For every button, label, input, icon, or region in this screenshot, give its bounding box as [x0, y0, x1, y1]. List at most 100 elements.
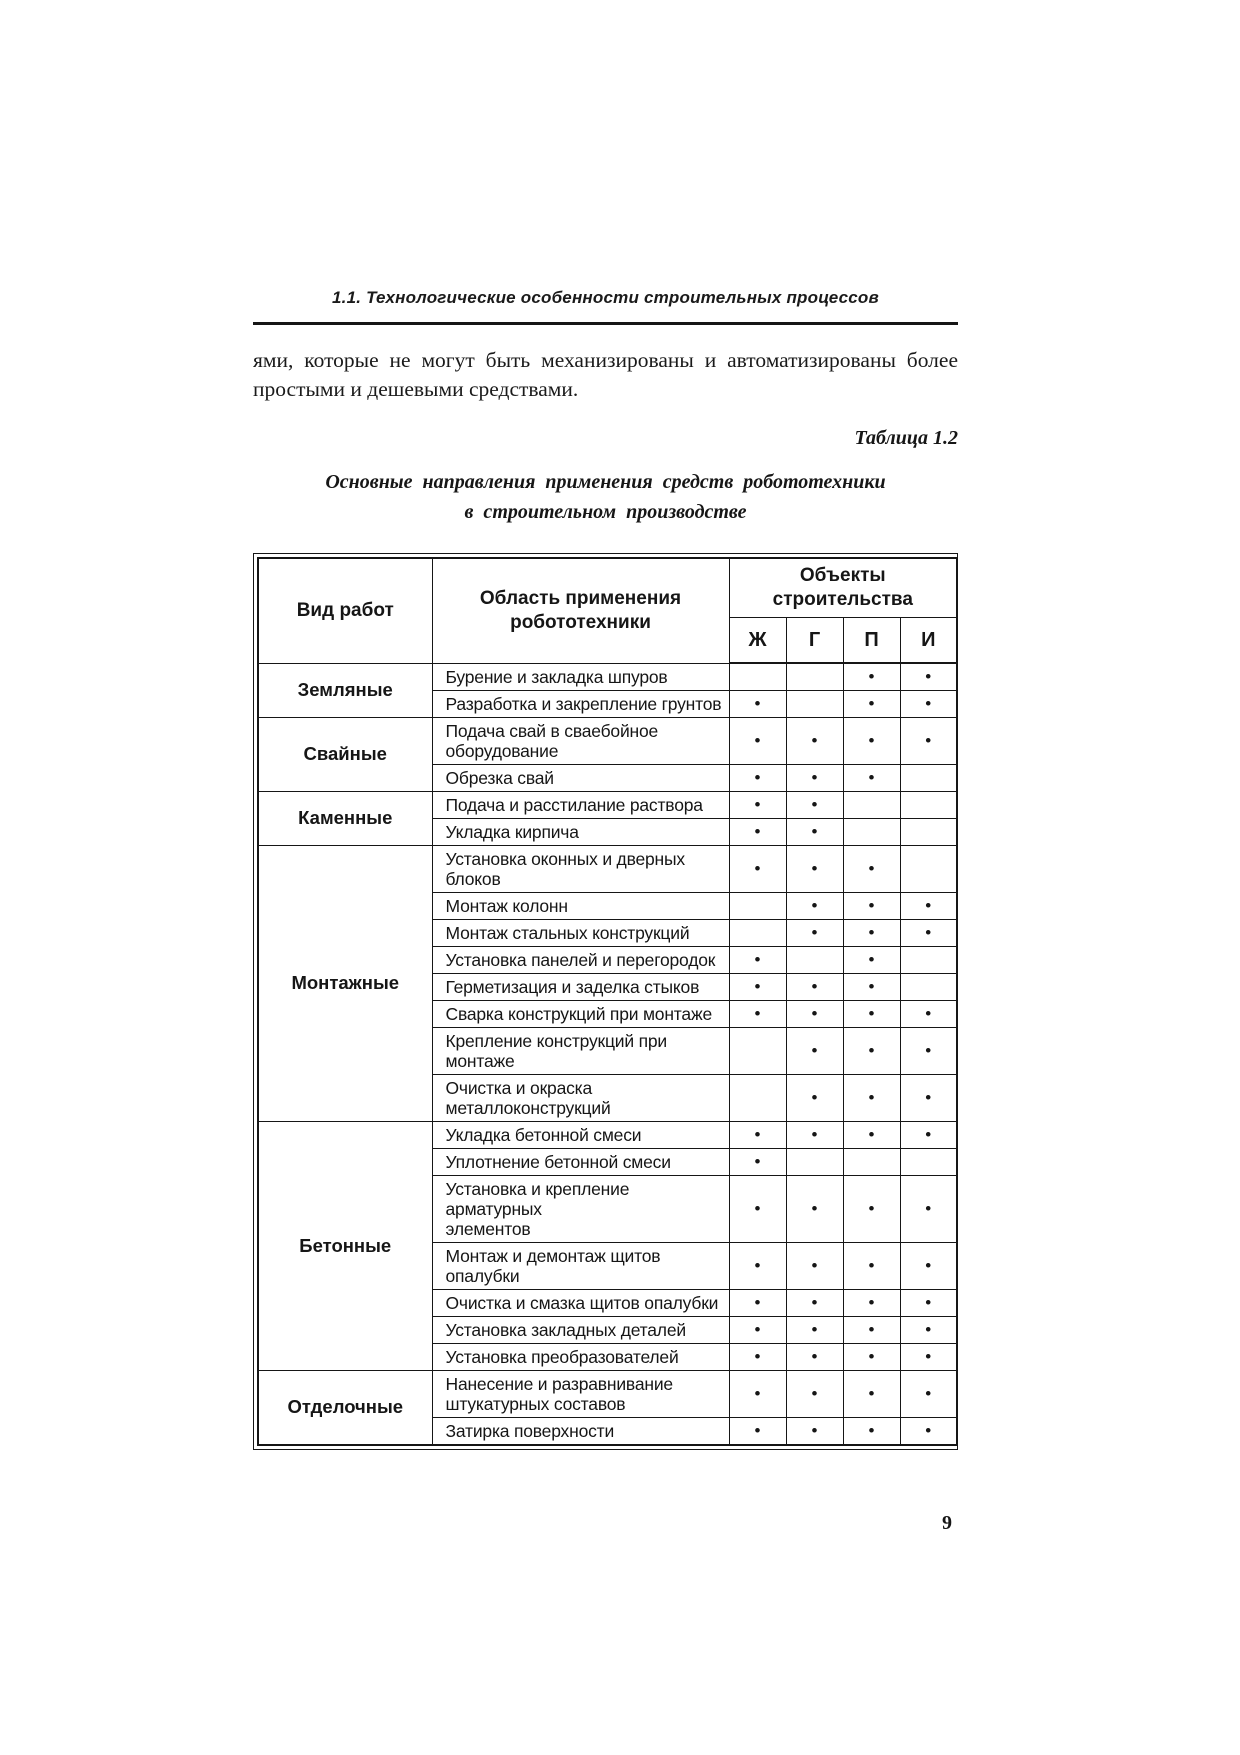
- mark-cell-Ж: [728, 1073, 787, 1122]
- mark-cell-П: •: [842, 1174, 901, 1243]
- application-area-cell: Укладка кирпича: [431, 817, 730, 846]
- mark-cell-Ж: •: [728, 1120, 787, 1149]
- mark-cell-И: •: [899, 1241, 958, 1290]
- mark-cell-П: •: [842, 1288, 901, 1317]
- mark-cell-Г: •: [785, 1241, 844, 1290]
- mark-cell-И: •: [899, 1369, 958, 1418]
- mark-cell-И: [899, 945, 958, 974]
- work-type-cell: Бетонные: [257, 1120, 433, 1371]
- mark-cell-П: •: [842, 999, 901, 1028]
- mark-cell-Ж: [728, 1026, 787, 1075]
- mark-cell-Г: •: [785, 716, 844, 765]
- mark-cell-Ж: [728, 662, 787, 691]
- mark-cell-И: •: [899, 662, 958, 691]
- object-subheader-row: Ж Г П И: [258, 617, 958, 664]
- mark-cell-И: •: [899, 1026, 958, 1075]
- mark-cell-И: •: [899, 1315, 958, 1344]
- mark-cell-П: •: [842, 918, 901, 947]
- mark-cell-П: •: [842, 716, 901, 765]
- application-area-cell: Установка панелей и перегородок: [431, 945, 730, 974]
- table-row: Монтажные Установка оконных и дверных бло…: [257, 844, 958, 1122]
- col-header-objects-group: Объекты строительства: [728, 557, 958, 618]
- mark-cell-П: •: [842, 763, 901, 792]
- mark-cell-П: •: [842, 891, 901, 920]
- work-type-cell: Отделочные: [257, 1369, 433, 1445]
- table-row: Установка преобразователей • • • •: [258, 1342, 958, 1371]
- mark-cell-Г: •: [785, 1342, 844, 1371]
- mark-cell-П: •: [842, 1342, 901, 1371]
- table-row: Свайные Подача свай в сваебойное оборудов…: [257, 716, 958, 792]
- mark-cell-Ж: •: [728, 689, 787, 718]
- application-area-cell: Подача и расстилание раствора: [431, 790, 730, 819]
- mark-cell-Г: •: [785, 972, 844, 1001]
- mark-cell-И: •: [899, 689, 958, 718]
- mark-cell-Г: •: [785, 891, 844, 920]
- mark-cell-И: [899, 1147, 958, 1176]
- mark-cell-И: •: [899, 1174, 958, 1243]
- application-area-cell: Очистка и смазка щитов опалубки: [431, 1288, 730, 1317]
- table-row: Бетонные Укладка бетонной смеси • • • •: [257, 1120, 958, 1371]
- mark-cell-И: •: [899, 918, 958, 947]
- mark-cell-Ж: •: [728, 972, 787, 1001]
- mark-cell-П: [842, 790, 901, 819]
- mark-cell-И: [899, 844, 958, 893]
- table-header-row: Вид работ Область применения робототехни…: [257, 557, 958, 664]
- application-area-cell: Сварка конструкций при монтаже: [431, 999, 730, 1028]
- application-area-cell: Затирка поверхности: [431, 1416, 730, 1445]
- application-area-cell: Монтаж стальных конструкций: [431, 918, 730, 947]
- page-number: 9: [942, 1511, 952, 1534]
- table-row: Очистка и окраска металлоконструкций • • •: [258, 1073, 958, 1122]
- table-frame: Вид работ Область применения робототехни…: [253, 553, 959, 1450]
- table-row: Затирка поверхности • • • •: [258, 1416, 958, 1445]
- application-area-cell: Очистка и окраска металлоконструкций: [431, 1073, 730, 1122]
- mark-cell-Ж: •: [728, 790, 787, 819]
- col-header-p: П: [842, 617, 901, 664]
- col-header-i: И: [899, 617, 958, 664]
- application-area-cell: Установка закладных деталей: [431, 1315, 730, 1344]
- mark-cell-Ж: •: [728, 1174, 787, 1243]
- table-row: Сварка конструкций при монтаже • • • •: [258, 999, 958, 1028]
- mark-cell-П: •: [842, 1416, 901, 1445]
- mark-cell-И: •: [899, 1120, 958, 1149]
- mark-cell-П: •: [842, 689, 901, 718]
- running-head: 1.1. Технологические особенности строите…: [332, 288, 879, 307]
- mark-cell-Г: •: [785, 1174, 844, 1243]
- table-row: Установка панелей и перегородок • •: [258, 945, 958, 974]
- work-type-cell: Каменные: [257, 790, 433, 846]
- mark-cell-П: [842, 817, 901, 846]
- body-paragraph: ями, которые не могут быть механизирован…: [253, 348, 958, 401]
- mark-cell-И: [899, 972, 958, 1001]
- work-type-cell: Земляные: [257, 662, 433, 718]
- table-title: Основные направления применения средств …: [325, 471, 886, 523]
- mark-cell-Ж: [728, 891, 787, 920]
- mark-cell-Г: •: [785, 1315, 844, 1344]
- mark-cell-Г: •: [785, 1416, 844, 1445]
- mark-cell-Г: •: [785, 817, 844, 846]
- application-area-cell: Обрезка свай: [431, 763, 730, 792]
- application-area-cell: Монтаж колонн: [431, 891, 730, 920]
- mark-cell-Г: [785, 945, 844, 974]
- mark-cell-И: [899, 817, 958, 846]
- mark-cell-П: •: [842, 972, 901, 1001]
- application-area-cell: Укладка бетонной смеси: [431, 1120, 730, 1149]
- mark-cell-Ж: •: [728, 999, 787, 1028]
- application-area-cell: Установка и крепление арматурных элемент…: [431, 1174, 730, 1243]
- mark-cell-Ж: •: [728, 1342, 787, 1371]
- application-area-cell: Уплотнение бетонной смеси: [431, 1147, 730, 1176]
- mark-cell-Ж: •: [728, 945, 787, 974]
- mark-cell-П: •: [842, 1120, 901, 1149]
- mark-cell-Ж: •: [728, 844, 787, 893]
- application-area-cell: Разработка и закрепление грунтов: [431, 689, 730, 718]
- mark-cell-И: [899, 790, 958, 819]
- robotics-applications-table: Вид работ Область применения робототехни…: [257, 557, 959, 1446]
- application-area-cell: Нанесение и разравнивание штукатурных со…: [431, 1369, 730, 1418]
- mark-cell-И: •: [899, 891, 958, 920]
- mark-cell-Г: •: [785, 1073, 844, 1122]
- application-area-cell: Герметизация и заделка стыков: [431, 972, 730, 1001]
- table-row: Земляные Бурение и закладка шпуров • •: [257, 662, 958, 718]
- mark-cell-И: •: [899, 1288, 958, 1317]
- mark-cell-Ж: •: [728, 716, 787, 765]
- page-content: 1.1. Технологические особенности строите…: [253, 0, 959, 1535]
- mark-cell-И: •: [899, 716, 958, 765]
- mark-cell-Г: •: [785, 918, 844, 947]
